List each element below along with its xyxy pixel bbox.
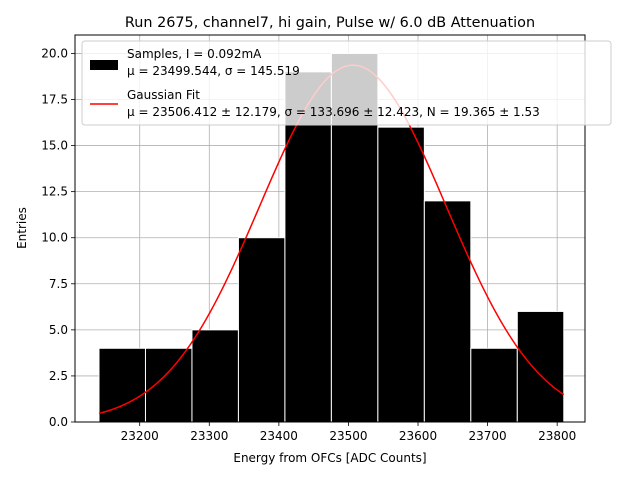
histogram-bar (191, 329, 239, 423)
legend-label-fit-params: μ = 23506.412 ± 12.179, σ = 133.696 ± 12… (127, 105, 540, 119)
y-tick-label: 2.5 (49, 369, 68, 383)
x-axis-ticks: 23200 23300 23400 23500 23600 23700 23800 (121, 422, 576, 443)
plot-frame (74, 34, 586, 423)
x-tick-label: 23200 (121, 429, 159, 443)
x-tick-label: 23300 (190, 429, 228, 443)
x-tick-label: 23500 (329, 429, 367, 443)
x-tick-label: 23700 (468, 429, 506, 443)
y-tick-label: 12.5 (41, 185, 68, 199)
histogram-bar (284, 71, 332, 423)
y-tick-label: 0.0 (49, 415, 68, 429)
histogram-bar (98, 347, 146, 423)
y-tick-label: 10.0 (41, 231, 68, 245)
legend-label-fit: Gaussian Fit (127, 88, 200, 102)
legend: Samples, I = 0.092mA μ = 23499.544, σ = … (81, 40, 612, 126)
histogram-bar (470, 347, 518, 423)
y-tick-label: 17.5 (41, 93, 68, 107)
legend-label-samples-stats: μ = 23499.544, σ = 145.519 (127, 64, 300, 78)
x-tick-label: 23800 (538, 429, 576, 443)
legend-box (81, 40, 612, 126)
y-tick-label: 7.5 (49, 277, 68, 291)
histogram-bar (237, 237, 286, 423)
chart-title: Run 2675, channel7, hi gain, Pulse w/ 6.… (125, 15, 535, 31)
legend-label-samples: Samples, I = 0.092mA (127, 47, 262, 61)
legend-swatch-samples (90, 60, 118, 70)
x-tick-label: 23400 (260, 429, 298, 443)
y-axis-ticks: 0.0 2.5 5.0 7.5 10.0 12.5 15.0 17.5 20.0 (41, 46, 75, 429)
histogram-bar (516, 310, 565, 423)
y-tick-label: 5.0 (49, 323, 68, 337)
x-tick-label: 23600 (399, 429, 437, 443)
histogram-bar (144, 347, 193, 423)
histogram-bar (423, 200, 472, 423)
y-tick-label: 20.0 (41, 46, 68, 60)
histogram-bar (377, 126, 425, 423)
x-axis-label: Energy from OFCs [ADC Counts] (233, 451, 426, 465)
y-axis-label: Entries (15, 207, 29, 249)
y-tick-label: 15.0 (41, 139, 68, 153)
